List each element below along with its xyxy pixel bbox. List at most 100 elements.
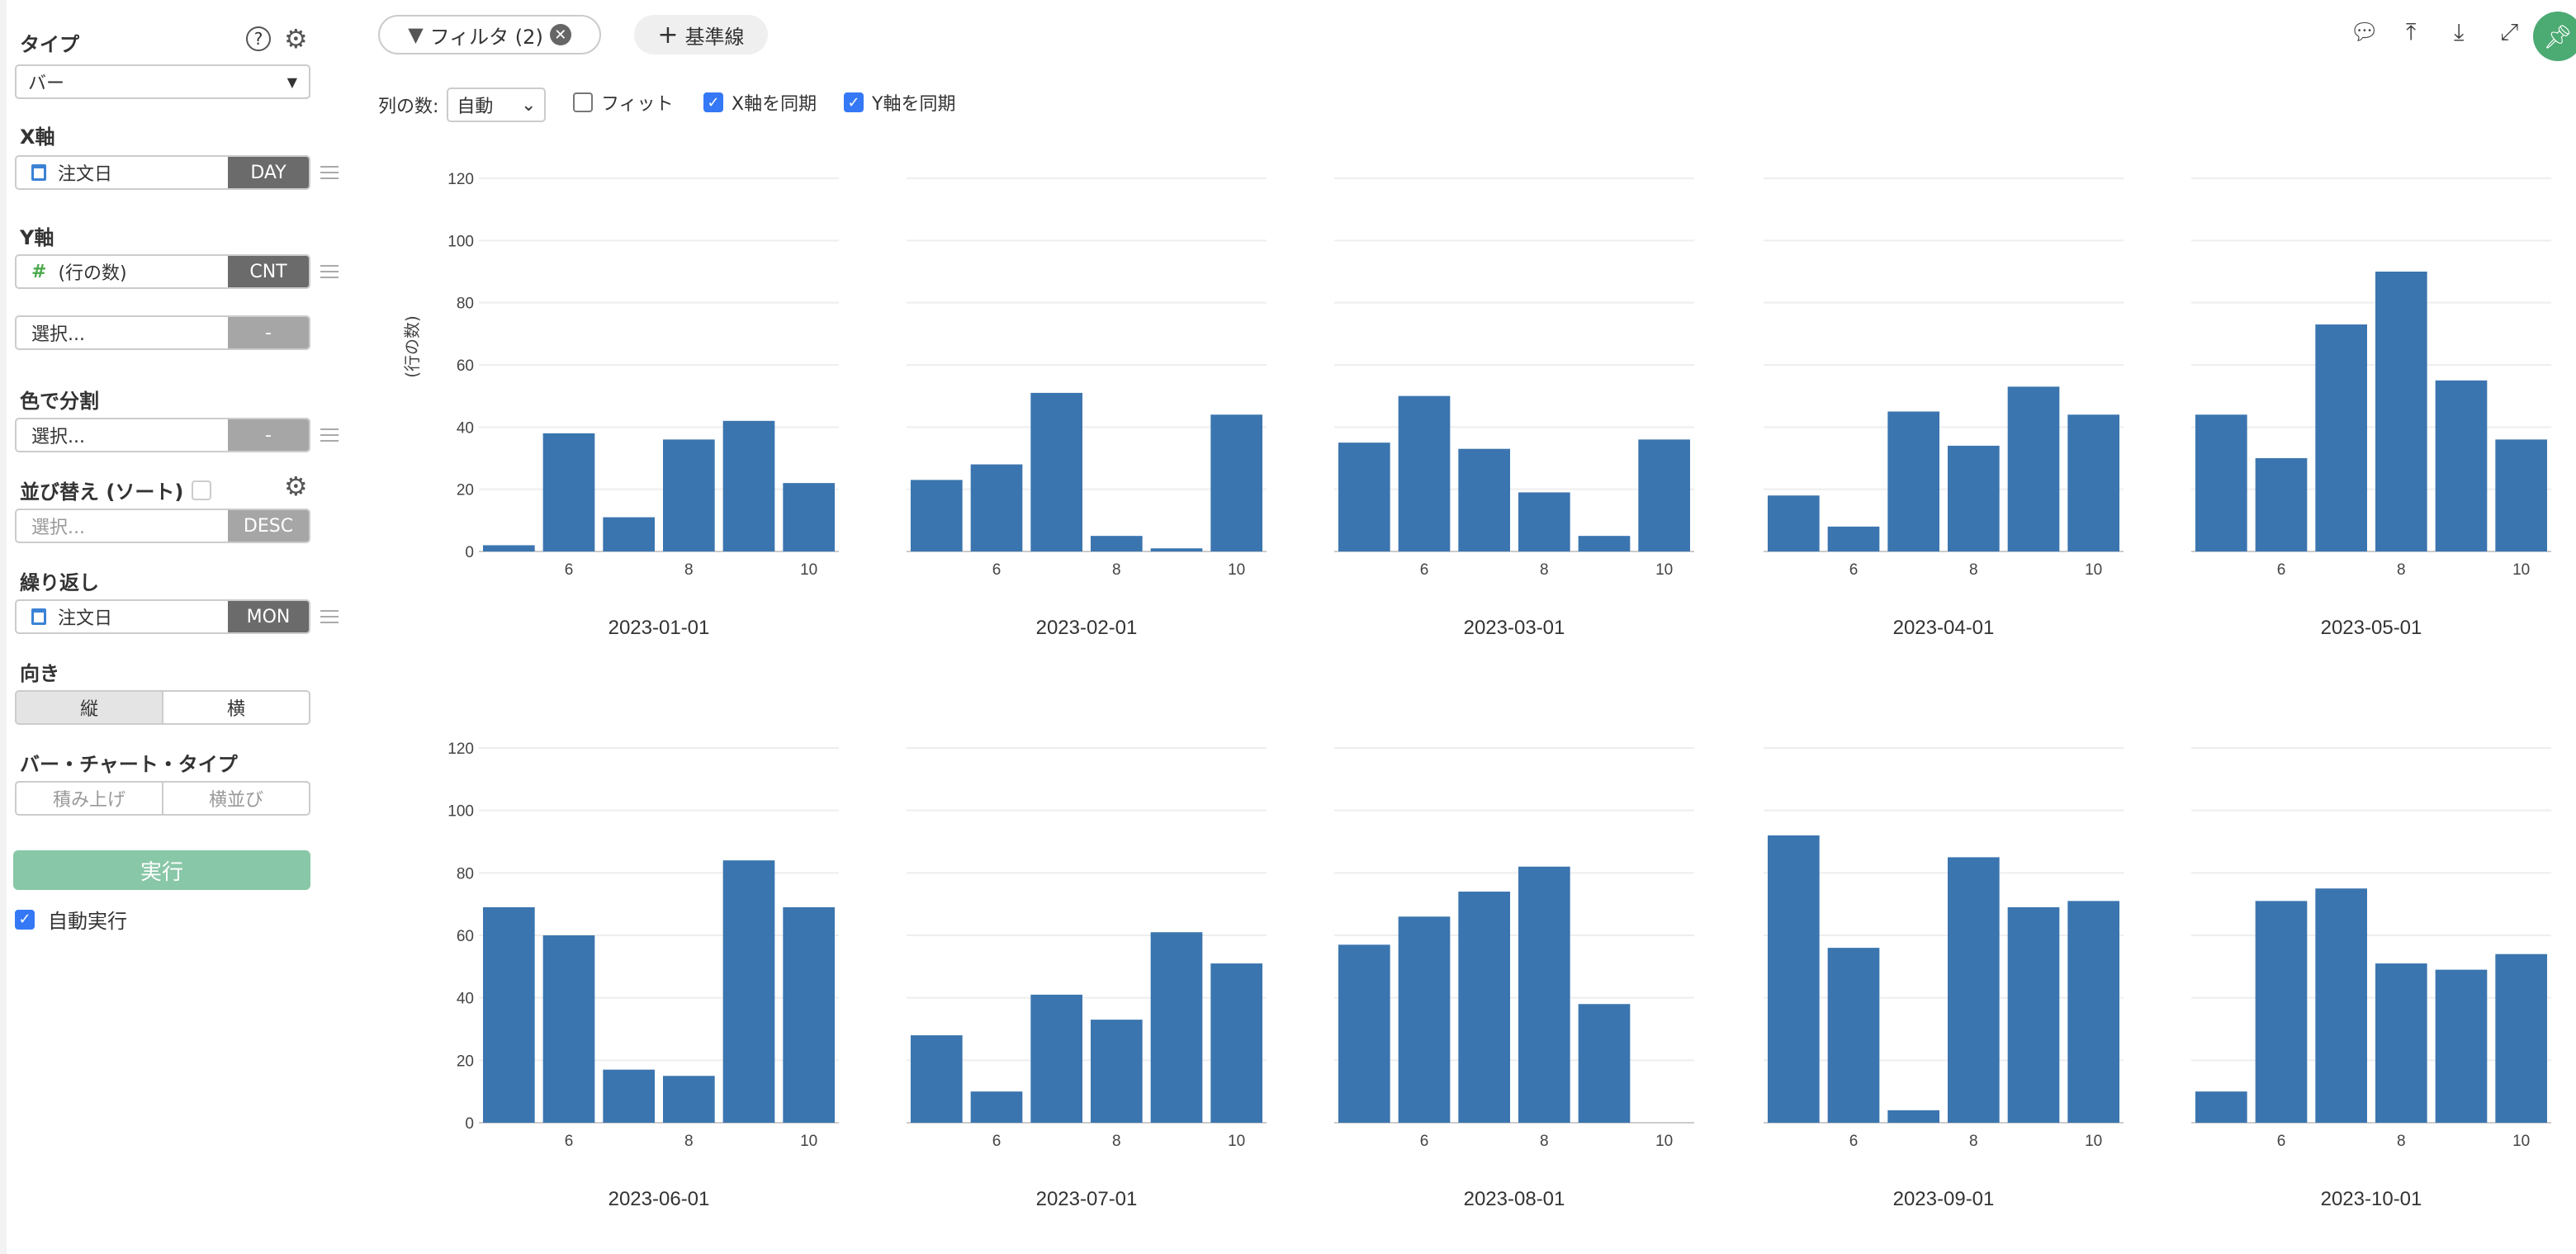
filter-button[interactable]: ▼ フィルタ (2) ✕ [378,15,601,54]
sort-checkbox[interactable] [192,480,212,500]
bar [2255,901,2308,1123]
bar [970,1091,1023,1123]
sync-x-control[interactable]: ✓ X軸を同期 [703,89,817,116]
help-icon[interactable]: ? [246,26,271,51]
sync-x-checkbox[interactable]: ✓ [703,92,723,112]
bar [603,517,655,551]
fit-control[interactable]: フィット [573,89,674,116]
fit-label: フィット [601,94,674,115]
y-tick-label: 120 [447,171,474,188]
drag-handle-icon[interactable] [320,166,339,179]
sync-y-checkbox[interactable]: ✓ [844,92,864,112]
orientation-toggle[interactable]: 縦横 [15,690,310,725]
bar-type-toggle[interactable]: 積み上げ 横並び [15,781,310,816]
bar-type-grouped[interactable]: 横並び [162,783,309,814]
bar [1150,932,1203,1123]
type-label: タイプ [20,33,79,56]
x-tick-label: 10 [2085,561,2102,579]
caret-down-icon: ▼ [286,73,297,90]
orientation-label: 向き [20,662,59,685]
auto-run-checkbox[interactable]: ✓ [15,909,35,930]
y-tick-label: 20 [457,1053,474,1070]
drag-handle-icon[interactable] [320,428,339,442]
gear-icon[interactable]: ⚙ [284,23,308,54]
bar [663,1076,715,1123]
y-agg-button[interactable]: CNT [228,256,309,287]
bar [1518,492,1570,551]
x-tick-label: 10 [1228,561,1245,579]
y-axis-field[interactable]: # (行の数) CNT [15,254,310,289]
plus-icon: + [657,20,679,50]
sort-field[interactable]: 選択... DESC [15,509,310,543]
comment-icon[interactable]: 💬︎ [2350,18,2379,45]
drag-handle-icon[interactable] [320,610,339,623]
bar [2067,414,2119,551]
x-tick-label: 8 [1112,561,1121,579]
download-icon[interactable]: ⤓ [2454,18,2465,45]
clear-filter-icon[interactable]: ✕ [549,24,571,45]
drag-handle-icon[interactable] [320,265,339,278]
sort-placeholder: 選択... [31,518,85,538]
bar [1210,963,1262,1123]
columns-label: 列の数: [378,97,439,117]
bar [1458,892,1510,1123]
columns-select[interactable]: 自動 ⌄ [447,88,547,122]
x-tick-label: 6 [1420,561,1429,579]
x-axis-label: X軸 [20,125,55,149]
bar [1150,548,1203,551]
bar [2007,386,2060,551]
columns-value: 自動 [457,97,494,117]
sync-x-label: X軸を同期 [732,94,817,115]
type-select-value: バー [28,73,65,94]
y-tick-label: 60 [457,357,474,375]
y-tick-label: 40 [457,419,474,437]
color-split-field[interactable]: 選択... - [15,418,310,452]
x-tick-label: 6 [992,1133,1002,1150]
panel-title: 2023-07-01 [1036,1188,1138,1210]
y2-placeholder: 選択... [31,324,85,345]
x-tick-label: 8 [684,561,694,579]
panel-title: 2023-05-01 [2321,617,2422,639]
run-button[interactable]: 実行 [13,850,310,890]
y-tick-label: 0 [465,1115,474,1133]
x-tick-label: 8 [684,1133,694,1150]
orientation-horizontal[interactable]: 横 [162,692,309,723]
gear-icon[interactable]: ⚙ [284,471,308,502]
bar [2435,380,2488,551]
pin-button[interactable]: 📌︎ [2533,12,2576,61]
bar [1827,526,1880,551]
bar [603,1069,655,1123]
calendar-icon [31,164,46,181]
x-tick-label: 10 [1228,1133,1245,1150]
fit-checkbox[interactable] [573,92,593,112]
type-select[interactable]: バー ▼ [15,64,310,99]
bar [1091,536,1143,551]
sort-order-button[interactable]: DESC [228,510,309,542]
x-agg-button[interactable]: DAY [228,157,309,188]
hash-icon: # [31,261,47,282]
x-tick-label: 10 [800,1133,817,1150]
reference-line-button[interactable]: + 基準線 [634,15,768,54]
expand-icon[interactable]: ⤢ [2500,18,2519,45]
bar-type-stacked[interactable]: 積み上げ [52,790,125,811]
x-tick-label: 8 [1112,1133,1121,1150]
pin-icon: 📌︎ [2543,22,2573,50]
auto-run-row[interactable]: ✓ 自動実行 [15,905,127,934]
x-axis-field[interactable]: 注文日 DAY [15,155,310,190]
y2-agg-button[interactable]: - [228,317,309,348]
bar [2495,954,2547,1123]
filter-icon: ▼ [408,23,424,46]
repeat-field[interactable]: 注文日 MON [15,599,310,634]
color-agg-button[interactable]: - [228,419,309,451]
bar [663,439,715,551]
reference-line-label: 基準線 [684,25,745,49]
bar [1338,442,1390,551]
repeat-agg-button[interactable]: MON [228,601,309,632]
sort-header: 並び替え (ソート) [20,476,212,504]
orientation-vertical[interactable]: 縦 [17,692,162,723]
bar [1827,948,1880,1123]
upload-icon[interactable]: ⤒ [2406,18,2417,45]
sync-y-control[interactable]: ✓ Y軸を同期 [844,89,955,116]
y2-field[interactable]: 選択... - [15,315,310,350]
